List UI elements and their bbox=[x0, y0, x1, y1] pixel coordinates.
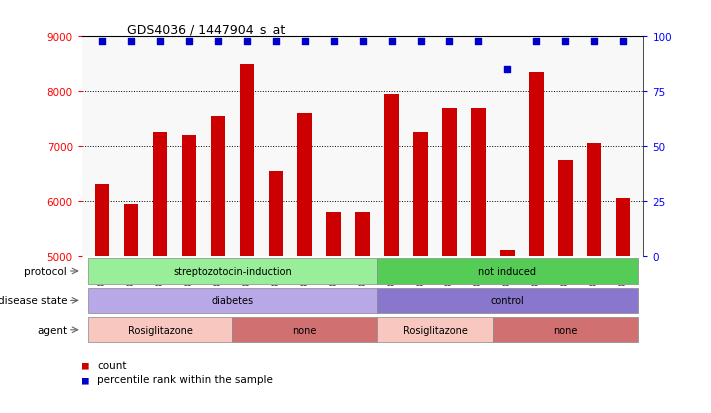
Point bbox=[97, 38, 108, 45]
Point bbox=[589, 38, 600, 45]
Bar bbox=[558, 160, 572, 256]
FancyBboxPatch shape bbox=[377, 317, 493, 343]
Bar bbox=[587, 144, 602, 256]
Text: percentile rank within the sample: percentile rank within the sample bbox=[97, 374, 273, 384]
Bar bbox=[210, 116, 225, 256]
FancyBboxPatch shape bbox=[493, 317, 638, 343]
FancyBboxPatch shape bbox=[87, 259, 377, 284]
Bar bbox=[471, 108, 486, 256]
Text: disease state: disease state bbox=[0, 296, 67, 306]
Point bbox=[183, 38, 195, 45]
Bar bbox=[529, 73, 544, 256]
Point bbox=[560, 38, 571, 45]
FancyBboxPatch shape bbox=[87, 317, 232, 343]
FancyBboxPatch shape bbox=[377, 288, 638, 313]
Point bbox=[530, 38, 542, 45]
Bar bbox=[240, 64, 254, 256]
Point bbox=[357, 38, 368, 45]
Text: agent: agent bbox=[37, 325, 67, 335]
Text: GDS4036 / 1447904_s_at: GDS4036 / 1447904_s_at bbox=[127, 23, 285, 36]
Bar bbox=[413, 133, 428, 256]
Point bbox=[299, 38, 311, 45]
Bar bbox=[153, 133, 167, 256]
Point bbox=[617, 38, 629, 45]
Text: count: count bbox=[97, 360, 127, 370]
Point bbox=[212, 38, 223, 45]
FancyBboxPatch shape bbox=[87, 288, 377, 313]
Text: protocol: protocol bbox=[24, 266, 67, 276]
FancyBboxPatch shape bbox=[377, 259, 638, 284]
Bar bbox=[269, 171, 283, 256]
Point bbox=[415, 38, 426, 45]
Bar bbox=[124, 204, 138, 256]
Point bbox=[502, 66, 513, 74]
Text: Rosiglitazone: Rosiglitazone bbox=[402, 325, 467, 335]
Point bbox=[328, 38, 339, 45]
Bar bbox=[326, 212, 341, 256]
Bar bbox=[181, 135, 196, 256]
Text: Rosiglitazone: Rosiglitazone bbox=[127, 325, 193, 335]
Text: diabetes: diabetes bbox=[211, 296, 253, 306]
Text: ■: ■ bbox=[82, 360, 88, 370]
Bar bbox=[297, 114, 312, 256]
Text: none: none bbox=[553, 325, 577, 335]
Point bbox=[154, 38, 166, 45]
Point bbox=[473, 38, 484, 45]
FancyBboxPatch shape bbox=[232, 317, 377, 343]
Bar bbox=[616, 199, 631, 256]
Bar bbox=[95, 185, 109, 256]
Text: streptozotocin-induction: streptozotocin-induction bbox=[173, 266, 292, 276]
Point bbox=[125, 38, 137, 45]
Point bbox=[444, 38, 455, 45]
Bar bbox=[442, 108, 456, 256]
Text: not induced: not induced bbox=[479, 266, 536, 276]
Point bbox=[241, 38, 252, 45]
Point bbox=[386, 38, 397, 45]
Text: none: none bbox=[292, 325, 317, 335]
Text: control: control bbox=[491, 296, 524, 306]
Bar bbox=[356, 212, 370, 256]
Bar bbox=[385, 95, 399, 256]
Point bbox=[270, 38, 282, 45]
Bar bbox=[500, 251, 515, 256]
Text: ■: ■ bbox=[82, 374, 88, 384]
